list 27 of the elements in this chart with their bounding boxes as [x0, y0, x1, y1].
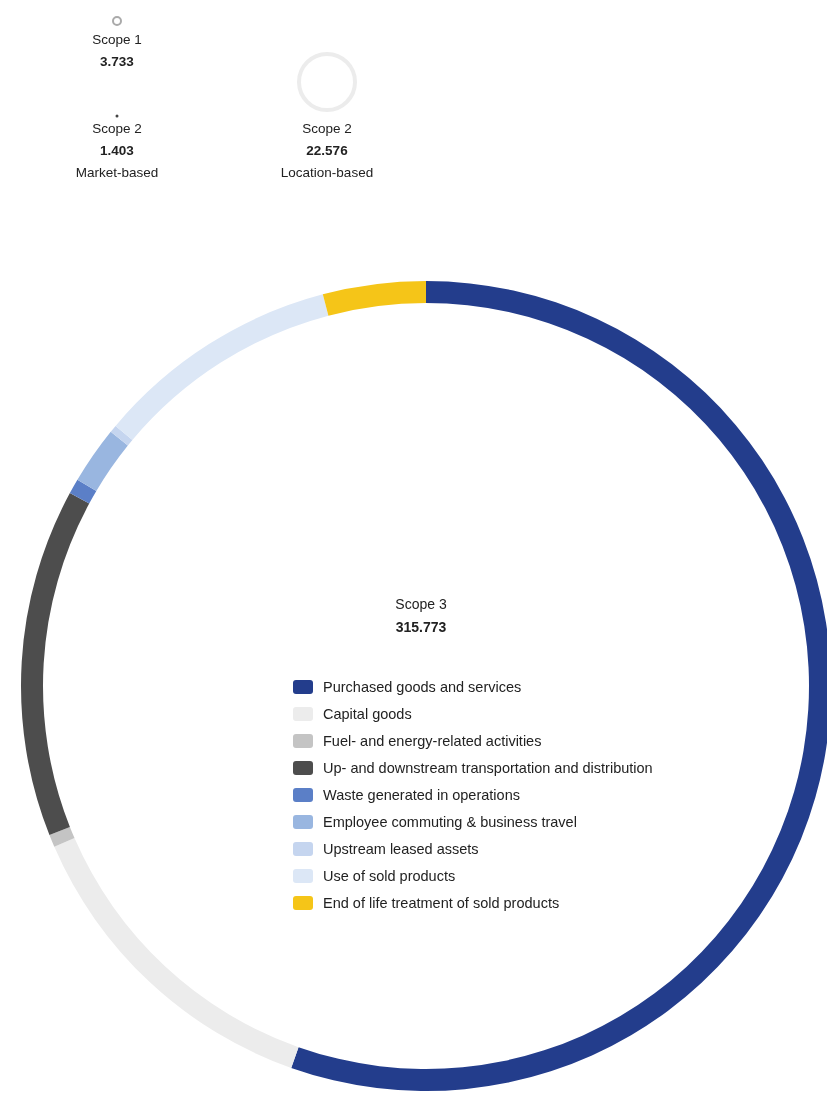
donut-slice — [110, 425, 133, 446]
legend-label: End of life treatment of sold products — [323, 894, 560, 911]
donut-slice — [115, 294, 329, 441]
legend-label: Capital goods — [323, 706, 412, 723]
legend-label: Fuel- and energy-related activities — [323, 733, 542, 750]
donut-slice — [21, 493, 90, 836]
donut-slice — [69, 479, 97, 504]
text: Location-based — [280, 165, 374, 180]
legend-label: Employee commuting & business travel — [323, 813, 577, 830]
legend-label: Upstream leased assets — [323, 840, 479, 857]
text: 3.733 — [100, 54, 135, 69]
text: Scope 2 — [302, 121, 352, 136]
text: Scope 2 — [92, 121, 142, 136]
legend-label: Waste generated in operations — [323, 787, 520, 803]
donut-slice — [77, 431, 128, 492]
text: 315.773 — [394, 619, 448, 635]
legend-label: Up- and downstream transportation and distribution — [323, 760, 653, 777]
legend-label: Purchased goods and services — [323, 679, 522, 696]
donut-slice — [49, 826, 75, 847]
text: 22.576 — [306, 143, 349, 158]
text: Market-based — [75, 165, 159, 180]
text: Scope 1 — [92, 32, 142, 47]
text: 1.403 — [100, 143, 135, 158]
donut-slice — [322, 281, 426, 316]
legend-label: Use of sold products — [323, 867, 456, 884]
text: Scope 3 — [394, 596, 448, 612]
donut-slice — [54, 838, 299, 1068]
